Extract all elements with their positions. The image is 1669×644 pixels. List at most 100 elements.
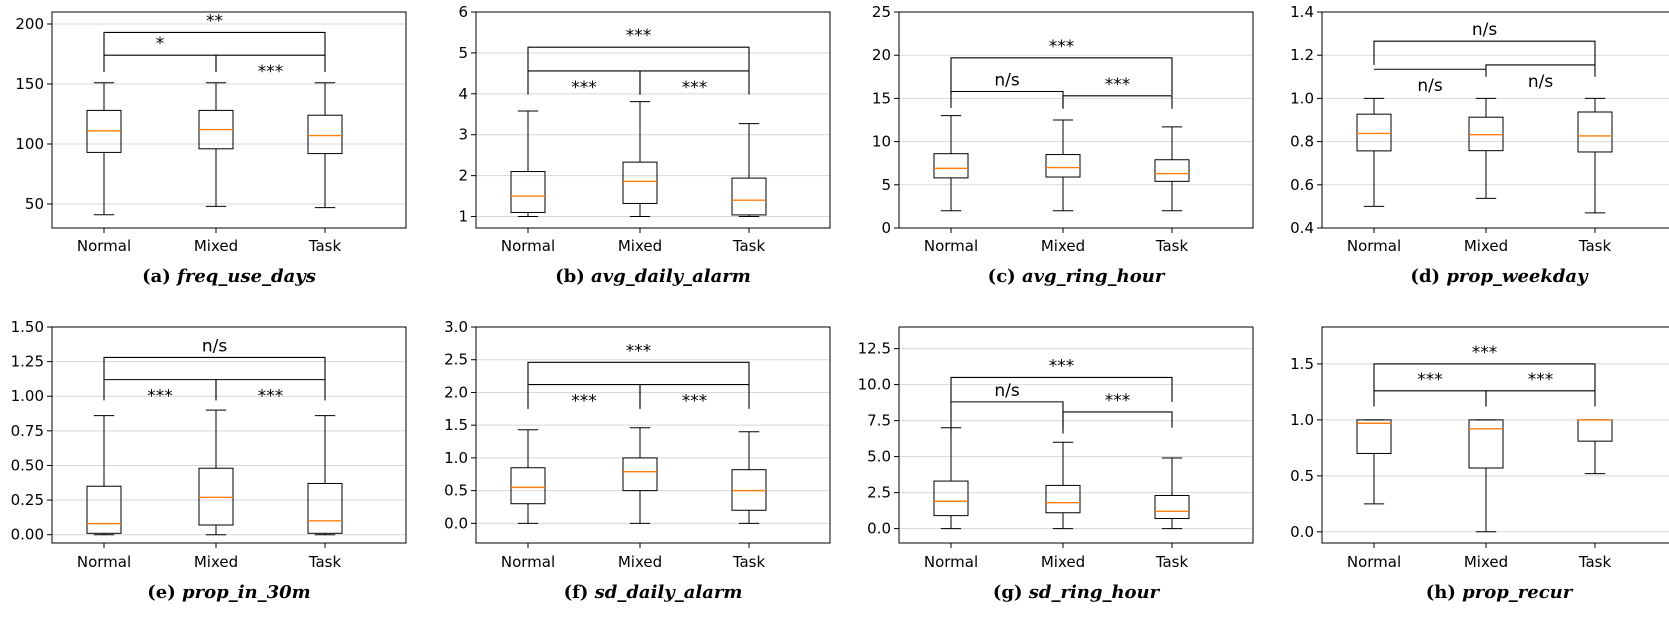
bracket-line [1373, 40, 1596, 65]
box-task [1577, 97, 1613, 214]
x-tick-label: Task [308, 553, 342, 571]
bracket-line [950, 57, 1173, 95]
iqr-box [933, 480, 969, 517]
iqr-box [622, 161, 658, 204]
significance-label: ** [206, 11, 223, 31]
x-tick-label: Normal [924, 237, 978, 255]
significance-bracket: *** [215, 379, 326, 407]
significance-bracket: *** [1373, 343, 1596, 391]
bracket-line [639, 70, 750, 95]
y-tick-label: 15 [872, 89, 891, 107]
box-mixed [198, 409, 234, 536]
caption-letter: (g) [993, 582, 1029, 603]
significance-label: *** [258, 62, 284, 82]
bracket-line [1373, 390, 1487, 407]
box-mixed [622, 101, 658, 218]
y-tick-label: 1.00 [11, 387, 44, 405]
bracket-line [527, 46, 750, 71]
significance-label: *** [571, 392, 597, 412]
x-tick-label: Task [1578, 237, 1612, 255]
iqr-box [1468, 116, 1504, 152]
y-tick-label: 1.2 [1290, 46, 1314, 64]
box-mixed [622, 427, 658, 524]
significance-bracket: *** [527, 26, 750, 71]
x-tick-label: Normal [77, 237, 131, 255]
x-tick-label: Normal [924, 553, 978, 571]
subplot-b: 1 2 3 4 5 6 Normal Mixed Task *** *** *** (b) avg_da… [458, 3, 831, 287]
y-tick-label: 20 [872, 46, 891, 64]
iqr-box [622, 457, 658, 492]
box-task [1154, 457, 1190, 530]
caption-variable: prop_weekday [1446, 266, 1589, 287]
y-tick-label: 1.4 [1290, 3, 1314, 21]
y-tick-label: 100 [15, 135, 44, 153]
box-task [731, 431, 767, 524]
y-tick-label: 25 [872, 3, 891, 21]
significance-label: n/s [202, 336, 228, 356]
significance-label: *** [1105, 391, 1131, 411]
box-normal [510, 110, 546, 218]
y-tick-label: 6 [458, 3, 468, 21]
y-tick-label: 10.0 [858, 376, 891, 394]
plot-frame [51, 11, 407, 229]
y-tick-label: 0.4 [1290, 219, 1314, 237]
box-task [1577, 419, 1613, 475]
iqr-box [1577, 419, 1613, 442]
significance-bracket: *** [1485, 370, 1596, 407]
bracket-line [215, 54, 326, 72]
x-tick-label: Task [732, 553, 766, 571]
subplot-caption: (g) sd_ring_hour [993, 582, 1161, 603]
iqr-box [510, 467, 546, 505]
box-normal [510, 429, 546, 524]
iqr-box [86, 485, 122, 534]
significance-bracket: *** [527, 341, 750, 385]
bracket-line [1373, 363, 1596, 391]
subplot-caption: (h) prop_recur [1426, 582, 1574, 603]
y-tick-label: 3.0 [444, 318, 468, 336]
x-tick-label: Task [732, 237, 766, 255]
x-tick-label: Normal [501, 237, 555, 255]
iqr-box [1577, 111, 1613, 153]
y-tick-label: 1.0 [444, 449, 468, 467]
y-tick-label: 0.25 [11, 491, 44, 509]
subplot-caption: (d) prop_weekday [1410, 266, 1589, 287]
iqr-box [1045, 154, 1081, 178]
iqr-box [1154, 494, 1190, 520]
bracket-line [639, 384, 750, 409]
x-tick-label: Mixed [1041, 553, 1085, 571]
caption-letter: (c) [988, 266, 1022, 287]
caption-variable: sd_daily_alarm [594, 582, 743, 603]
bracket-line [1062, 95, 1173, 109]
x-tick-label: Mixed [194, 553, 238, 571]
y-tick-label: 0.5 [444, 482, 468, 500]
significance-bracket: n/s [1373, 20, 1596, 65]
bracket-line [950, 90, 1064, 108]
y-tick-label: 0.75 [11, 422, 44, 440]
iqr-box [1045, 484, 1081, 514]
subplot-g: 0.0 2.5 5.0 7.5 10.0 12.5 Normal Mixed Task *** n/… [858, 326, 1254, 603]
caption-letter: (a) [142, 266, 177, 287]
significance-label: n/s [994, 70, 1020, 90]
box-mixed [1468, 97, 1504, 199]
significance-label: *** [1105, 75, 1131, 95]
x-tick-label: Task [308, 237, 342, 255]
subplot-caption: (c) avg_ring_hour [988, 266, 1166, 287]
iqr-box [933, 153, 969, 179]
plot-frame [475, 326, 831, 544]
y-tick-label: 5.0 [867, 448, 891, 466]
plot-frame [1321, 326, 1669, 544]
box-task [731, 123, 767, 218]
plot-frame [898, 326, 1254, 544]
iqr-box [307, 482, 343, 534]
box-normal [933, 115, 969, 212]
significance-label: *** [571, 78, 597, 98]
x-tick-label: Normal [1347, 553, 1401, 571]
y-tick-label: 10 [872, 133, 891, 151]
y-tick-label: 1.5 [1290, 355, 1314, 373]
x-tick-label: Mixed [194, 237, 238, 255]
significance-label: n/s [1472, 20, 1498, 40]
significance-bracket: ** [103, 11, 326, 56]
caption-letter: (h) [1426, 582, 1462, 603]
significance-bracket: *** [1062, 75, 1173, 109]
